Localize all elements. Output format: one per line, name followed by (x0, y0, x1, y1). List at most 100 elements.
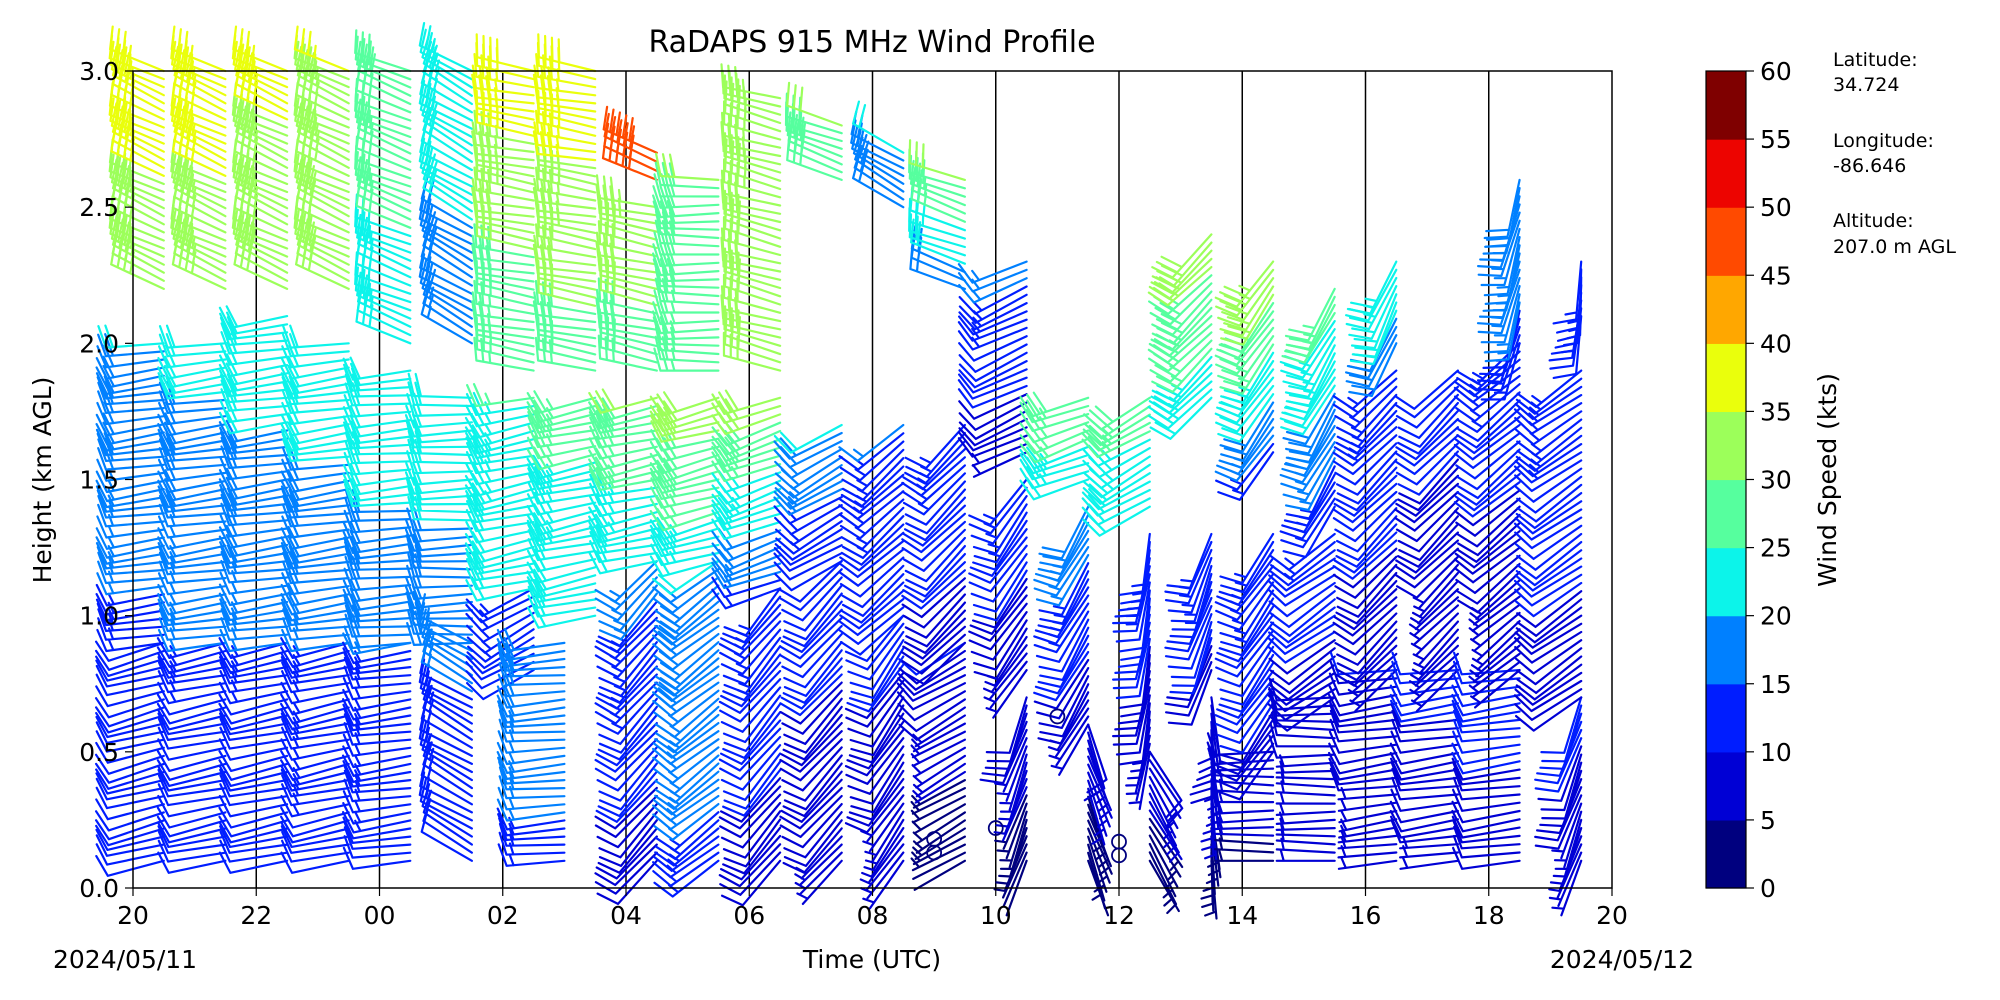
wind-barb (1451, 684, 1521, 708)
wind-barb (719, 735, 782, 781)
wind-barb (1455, 554, 1521, 594)
wind-barb (296, 230, 350, 282)
y-tick-label: 1.0 (79, 602, 119, 631)
wind-barb (1534, 786, 1583, 842)
wind-barb (779, 794, 843, 838)
wind-barb (711, 443, 782, 467)
wind-barb (1451, 809, 1521, 833)
wind-barb (1541, 761, 1583, 820)
wind-barb (1397, 409, 1459, 455)
wind-barb (218, 851, 289, 874)
wind-barb (596, 859, 658, 905)
wind-barb (711, 409, 782, 436)
wind-barb (847, 745, 905, 795)
wind-barb (654, 161, 720, 190)
wind-barb (1336, 515, 1398, 562)
wind-barb (723, 818, 782, 868)
wind-barb (903, 528, 966, 572)
wind-barb (1457, 513, 1521, 557)
wind-barb (973, 511, 1028, 564)
x-tick-label: 14 (1226, 901, 1258, 930)
wind-barb (958, 401, 1028, 431)
wind-barb (588, 435, 658, 460)
wind-barb (1148, 792, 1178, 848)
wind-barb (652, 722, 720, 759)
wind-barb (794, 843, 843, 886)
wind-barb (1395, 499, 1459, 543)
colorbar-ticks: 0 5 10 15 20 25 30 35 40 45 50 55 60 (1746, 57, 1792, 903)
wind-barb (897, 666, 966, 696)
wind-barb (109, 210, 165, 258)
wind-barb (1515, 581, 1583, 618)
wind-barb (1412, 620, 1459, 666)
wind-barb (342, 816, 412, 840)
wind-barb (720, 719, 782, 765)
wind-barb (95, 527, 165, 550)
wind-barb (1282, 505, 1336, 559)
wind-barb (1336, 620, 1398, 666)
wind-barb (902, 504, 966, 547)
wind-barb (1329, 704, 1398, 728)
wind-barb (1514, 385, 1583, 421)
wind-barb (532, 187, 597, 218)
wind-barb (1328, 684, 1398, 708)
wind-barb (1335, 466, 1398, 512)
wind-barb (958, 285, 1028, 315)
calm-marker (1049, 708, 1066, 725)
wind-barb (603, 112, 658, 163)
wind-barb (1267, 688, 1336, 721)
wind-barb (219, 774, 289, 798)
colorbar-cell (1706, 139, 1746, 208)
wind-barb (1214, 260, 1275, 308)
wind-barb (1516, 483, 1583, 523)
wind-barb (1218, 662, 1275, 713)
wind-barb (422, 280, 473, 337)
wind-barb (157, 830, 227, 854)
wind-barb (957, 260, 1028, 284)
wind-barb (1456, 407, 1521, 449)
wind-barb (1082, 472, 1151, 505)
wind-barb (219, 830, 289, 854)
wind-barb (95, 762, 165, 784)
wind-barb (1166, 532, 1213, 589)
wind-barb (1345, 334, 1398, 388)
wind-barb (589, 423, 658, 449)
wind-barb (838, 598, 905, 636)
wind-barb (912, 762, 966, 798)
wind-barb (1408, 652, 1459, 694)
wind-barb (1514, 443, 1583, 478)
wind-barb (783, 584, 843, 632)
wind-barb (1451, 815, 1521, 839)
wind-barb (95, 649, 165, 671)
wind-barb (985, 696, 1028, 754)
wind-barb (985, 669, 1028, 719)
wind-barb (171, 210, 227, 258)
colorbar-cell (1706, 479, 1746, 549)
wind-barb (1219, 401, 1275, 453)
wind-barb (1457, 571, 1521, 614)
wind-barb (1347, 660, 1398, 702)
wind-barb (598, 697, 658, 745)
wind-barb (588, 388, 658, 414)
wind-barb (1513, 565, 1583, 598)
wind-barb (595, 174, 658, 209)
y-tick-label: 0.5 (79, 738, 119, 767)
wind-barb (1215, 326, 1275, 375)
wind-barb (1216, 613, 1275, 663)
wind-barb (994, 737, 1028, 793)
wind-barb (1333, 644, 1398, 687)
wind-barb (1285, 457, 1336, 512)
wind-barb (1282, 392, 1336, 445)
wind-barb (722, 694, 782, 744)
wind-barb (782, 770, 843, 818)
x-tick-label: 20 (117, 901, 149, 930)
wind-barb (280, 693, 350, 716)
wind-barb (1087, 795, 1107, 854)
wind-barb (1484, 244, 1521, 305)
wind-barb (1083, 396, 1151, 431)
wind-barb (1280, 384, 1336, 436)
wind-barb (111, 117, 165, 169)
wind-barb (1148, 859, 1180, 915)
wind-barb (280, 825, 350, 848)
altitude-value: 207.0 m AGL (1833, 236, 1956, 258)
